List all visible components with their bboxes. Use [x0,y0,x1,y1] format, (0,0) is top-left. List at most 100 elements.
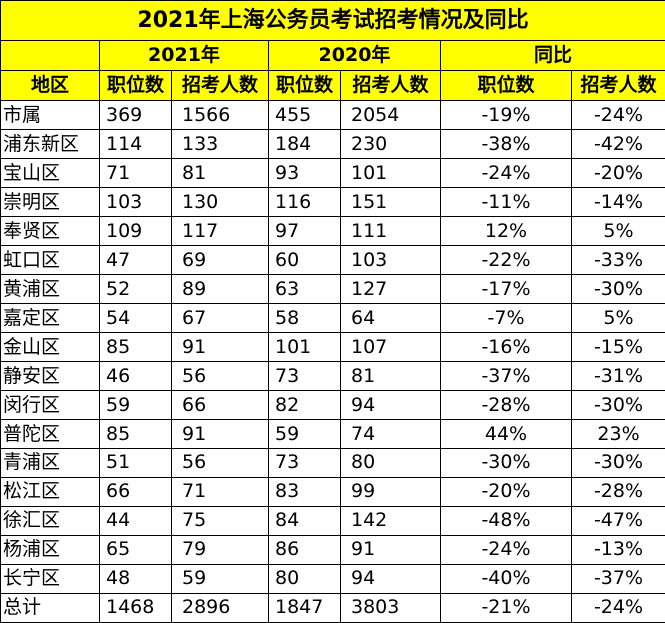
column-header-positions-yoy: 职位数 [440,70,572,102]
group-header-2020: 2020年 [268,40,441,72]
positions-2020-cell: 116 [268,187,341,218]
table-row: 金山区 85 91 101 107 -16% -15% [0,332,665,363]
positions-yoy-cell: -37% [440,361,572,392]
positions-yoy-cell: -30% [440,447,572,478]
positions-2021-cell: 47 [99,245,172,276]
applicants-2021-cell: 130 [171,187,269,218]
applicants-2020-cell: 74 [340,419,441,449]
applicants-2021-cell: 91 [171,419,269,449]
applicants-2020-cell: 94 [340,563,441,594]
table-row: 长宁区 48 59 80 94 -40% -37% [0,563,665,594]
positions-yoy-cell: 12% [440,216,572,247]
positions-yoy-cell: -48% [440,505,572,536]
positions-2021-cell: 48 [99,563,172,594]
applicants-2021-cell: 56 [171,447,269,478]
applicants-yoy-cell: -33% [570,245,665,276]
applicants-2020-cell: 111 [340,216,441,247]
applicants-yoy-cell: -30% [570,390,665,421]
applicants-2020-cell: 151 [340,187,441,218]
positions-2020-cell: 83 [268,476,341,507]
applicants-yoy-cell: -30% [570,274,665,305]
table-row: 青浦区 51 56 73 80 -30% -30% [0,447,665,478]
positions-2020-cell: 1847 [268,592,341,623]
applicants-2020-cell: 2054 [340,100,441,131]
applicants-2020-cell: 107 [340,332,441,363]
positions-2020-cell: 82 [268,390,341,421]
positions-yoy-cell: -16% [440,332,572,363]
applicants-yoy-cell: -28% [570,476,665,507]
applicants-2020-cell: 127 [340,274,441,305]
table-row: 浦东新区 114 133 184 230 -38% -42% [0,129,665,160]
region-cell: 普陀区 [0,419,100,449]
table-row: 宝山区 71 81 93 101 -24% -20% [0,158,665,189]
table-row: 静安区 46 56 73 81 -37% -31% [0,361,665,392]
positions-yoy-cell: 44% [440,419,572,449]
positions-2021-cell: 59 [99,390,172,421]
applicants-yoy-cell: 5% [570,303,665,334]
applicants-2021-cell: 59 [171,563,269,594]
region-cell: 总计 [0,592,100,623]
applicants-2021-cell: 56 [171,361,269,392]
applicants-2021-cell: 89 [171,274,269,305]
region-cell: 奉贤区 [0,216,100,247]
applicants-2021-cell: 117 [171,216,269,247]
applicants-2020-cell: 64 [340,303,441,334]
table-row: 黄浦区 52 89 63 127 -17% -30% [0,274,665,305]
applicants-yoy-cell: 23% [570,419,665,449]
table-row: 嘉定区 54 67 58 64 -7% 5% [0,303,665,334]
region-cell: 浦东新区 [0,129,100,160]
positions-yoy-cell: -7% [440,303,572,334]
positions-yoy-cell: -38% [440,129,572,160]
positions-yoy-cell: -22% [440,245,572,276]
positions-yoy-cell: -11% [440,187,572,218]
applicants-yoy-cell: -15% [570,332,665,363]
column-header-positions-2021: 职位数 [99,70,172,102]
region-cell: 嘉定区 [0,303,100,334]
applicants-yoy-cell: -47% [570,505,665,536]
positions-2020-cell: 84 [268,505,341,536]
table-row: 崇明区 103 130 116 151 -11% -14% [0,187,665,218]
positions-2020-cell: 59 [268,419,341,449]
applicants-yoy-cell: -13% [570,534,665,565]
positions-2021-cell: 114 [99,129,172,160]
applicants-2021-cell: 66 [171,390,269,421]
applicants-2021-cell: 69 [171,245,269,276]
positions-2020-cell: 80 [268,563,341,594]
positions-2021-cell: 52 [99,274,172,305]
group-header-2021: 2021年 [99,40,269,72]
region-cell: 青浦区 [0,447,100,478]
table-row: 虹口区 47 69 60 103 -22% -33% [0,245,665,276]
positions-yoy-cell: -28% [440,390,572,421]
positions-yoy-cell: -20% [440,476,572,507]
column-header-positions-2020: 职位数 [268,70,341,102]
applicants-2020-cell: 91 [340,534,441,565]
applicants-2020-cell: 99 [340,476,441,507]
positions-2021-cell: 85 [99,332,172,363]
positions-2020-cell: 73 [268,361,341,392]
positions-yoy-cell: -24% [440,158,572,189]
region-cell: 徐汇区 [0,505,100,536]
positions-2021-cell: 1468 [99,592,172,623]
applicants-2020-cell: 94 [340,390,441,421]
applicants-yoy-cell: -20% [570,158,665,189]
table-row: 松江区 66 71 83 99 -20% -28% [0,476,665,507]
positions-2020-cell: 63 [268,274,341,305]
positions-2021-cell: 103 [99,187,172,218]
applicants-2020-cell: 142 [340,505,441,536]
applicants-2020-cell: 103 [340,245,441,276]
positions-2021-cell: 54 [99,303,172,334]
applicants-yoy-cell: -24% [570,592,665,623]
region-cell: 长宁区 [0,563,100,594]
table-row: 总计 1468 2896 1847 3803 -21% -24% [0,592,665,623]
positions-2020-cell: 93 [268,158,341,189]
applicants-2020-cell: 101 [340,158,441,189]
positions-yoy-cell: -17% [440,274,572,305]
positions-2020-cell: 455 [268,100,341,131]
table-row: 闵行区 59 66 82 94 -28% -30% [0,390,665,421]
column-header-applicants-2020: 招考人数 [340,70,441,102]
applicants-yoy-cell: -14% [570,187,665,218]
table-title: 2021年上海公务员考试招考情况及同比 [0,0,665,42]
region-cell: 宝山区 [0,158,100,189]
column-header-applicants-yoy: 招考人数 [570,70,665,102]
